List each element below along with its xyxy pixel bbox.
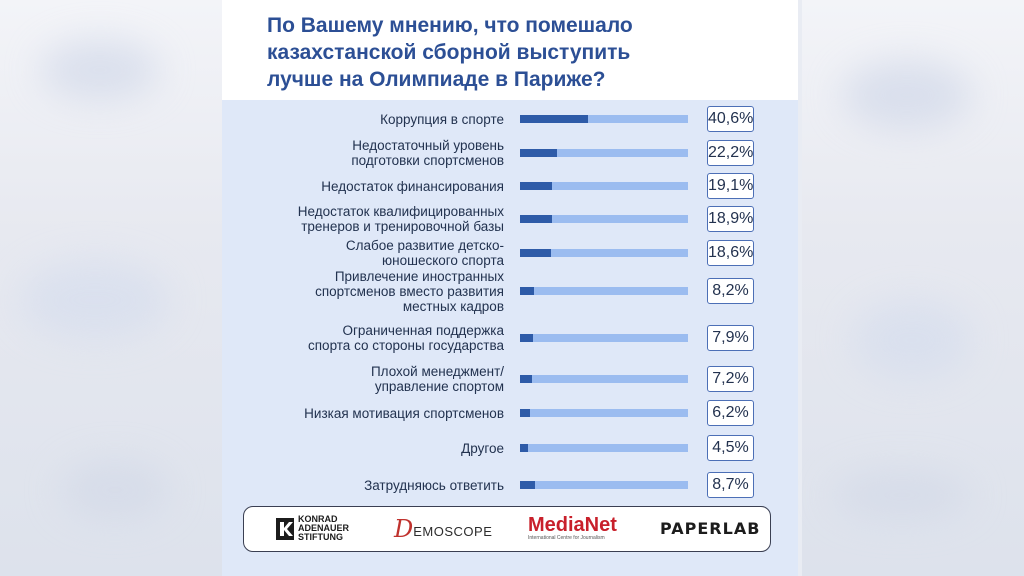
category-label-line: Другое — [461, 440, 504, 456]
category-label-line: тренеров и тренировочной базы — [301, 219, 504, 234]
title-box: По Вашему мнению, что помешало казахстан… — [222, 0, 798, 100]
bar-track — [520, 334, 688, 342]
category-label-line: подготовки спортсменов — [351, 153, 504, 168]
category-label-line: спорта со стороны государства — [308, 338, 504, 353]
partner-logos: KONRAD ADENAUER STIFTUNG D EMOSCOPE Medi… — [243, 506, 771, 552]
category-label-line: Низкая мотивация спортсменов — [304, 405, 504, 421]
category-label-line: Привлечение иностранных — [334, 268, 504, 284]
value-label: 40,6% — [707, 106, 754, 132]
category-label-line: Слабое развитие детско- — [345, 238, 504, 253]
bar — [520, 409, 531, 417]
category-label: Затрудняюсь ответить — [234, 478, 504, 493]
bar-track — [520, 444, 688, 452]
bar — [520, 481, 535, 489]
title-line: По Вашему мнению, что помешало — [267, 14, 633, 37]
blurred-background-right — [802, 0, 1024, 576]
category-label: Недостаток квалифицированных тренеров и т… — [234, 204, 504, 234]
bar-track — [520, 409, 688, 417]
value-label: 8,2% — [707, 278, 754, 304]
bar-track — [520, 182, 688, 190]
medianet-logo: MediaNet International Centre for Journa… — [528, 507, 617, 550]
value-label: 22,2% — [707, 140, 754, 166]
category-label: Ограниченная поддержка спорта со стороны … — [234, 323, 504, 353]
value-label: 18,9% — [707, 206, 754, 232]
category-label: Коррупция в спорте — [234, 112, 504, 127]
bar-track — [520, 149, 688, 157]
category-label-line: Затрудняюсь ответить — [364, 477, 504, 493]
category-label: Другое — [234, 441, 504, 456]
category-label: Привлечение иностранных спортсменов вмест… — [234, 269, 504, 314]
category-label-line: Коррупция в спорте — [380, 111, 504, 127]
kas-text-line: KONRAD — [298, 514, 338, 524]
category-label: Плохой менеджмент/управление спортом — [234, 364, 504, 394]
survey-card: По Вашему мнению, что помешало казахстан… — [222, 0, 798, 576]
bar-track — [520, 249, 688, 257]
medianet-text: MediaNet — [528, 514, 617, 536]
category-label-line: Недостаток квалифицированных — [297, 204, 504, 219]
bar — [520, 334, 534, 342]
value-label: 18,6% — [707, 240, 754, 266]
chart-title: По Вашему мнению, что помешало казахстан… — [267, 12, 767, 93]
bar — [520, 375, 533, 383]
bar — [520, 115, 589, 123]
category-label: Слабое развитие детско-юношеского спорта — [234, 238, 504, 268]
value-label: 4,5% — [707, 435, 754, 461]
bar-track — [520, 215, 688, 223]
paperlab-text: PAPERLAB — [660, 519, 761, 538]
bar-track — [520, 481, 688, 489]
konrad-adenauer-logo: KONRAD ADENAUER STIFTUNG — [276, 507, 349, 550]
value-label: 19,1% — [707, 173, 754, 199]
category-label-line: Ограниченная поддержка — [342, 323, 505, 338]
bar — [520, 287, 534, 295]
demoscope-text: EMOSCOPE — [413, 524, 493, 539]
medianet-subtitle: International Centre for Journalism — [528, 535, 605, 541]
bar — [520, 149, 558, 157]
bar — [520, 249, 552, 257]
value-label: 7,9% — [707, 325, 754, 351]
category-label-line: Плохой менеджмент/ — [370, 364, 504, 379]
category-label: Недостаточный уровень подготовки спортсме… — [234, 138, 504, 168]
category-label: Низкая мотивация спортсменов — [234, 406, 504, 421]
bar-track — [520, 115, 688, 123]
value-label: 7,2% — [707, 366, 754, 392]
value-label: 6,2% — [707, 400, 754, 426]
category-label: Недостаток финансирования — [234, 179, 504, 194]
kas-text-line: STIFTUNG — [298, 532, 343, 542]
bar-track — [520, 287, 688, 295]
value-label: 8,7% — [707, 472, 754, 498]
category-label-line: управление спортом — [374, 379, 504, 394]
category-label-line: Недостаток финансирования — [321, 178, 504, 194]
bar — [520, 182, 553, 190]
category-label-line: местных кадров — [402, 298, 504, 314]
category-label-line: Недостаточный уровень — [352, 138, 504, 153]
paperlab-logo: PAPERLAB — [660, 507, 760, 550]
kas-mark-icon — [276, 517, 294, 540]
category-label-line: спортсменов вместо развития — [315, 283, 504, 299]
title-line: казахстанской сборной выступить — [267, 41, 631, 64]
blurred-background-left — [0, 0, 222, 576]
kas-text-line: ADENAUER — [298, 523, 350, 533]
title-line: лучше на Олимпиаде в Париже? — [267, 68, 606, 91]
bar-track — [520, 375, 688, 383]
category-label-line: юношеского спорта — [382, 253, 504, 268]
bar — [520, 215, 552, 223]
demoscope-initial: D — [394, 514, 414, 543]
demoscope-logo: D EMOSCOPE — [394, 507, 492, 550]
bar — [520, 444, 528, 452]
